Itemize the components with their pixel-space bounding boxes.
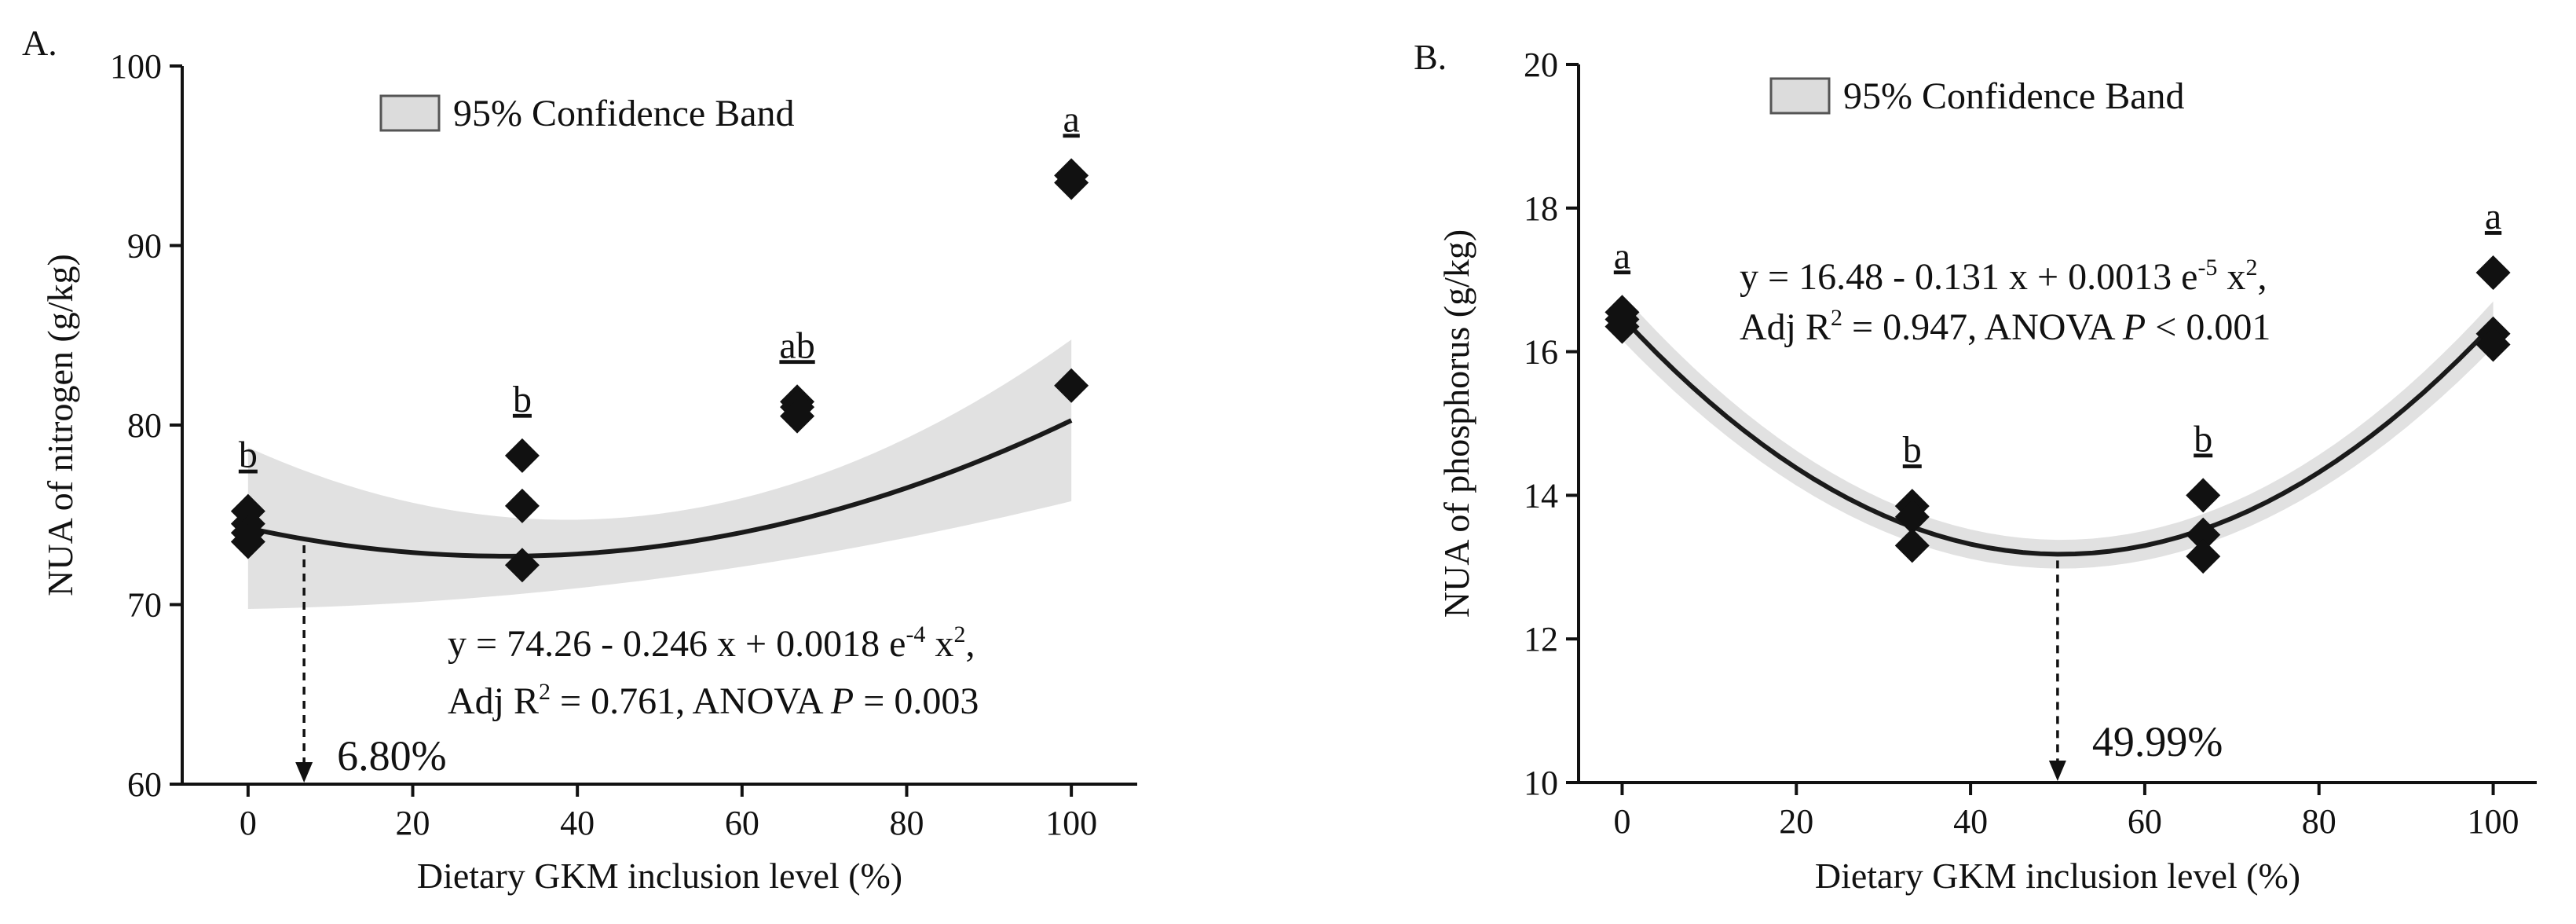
x-axis-title: Dietary GKM inclusion level (%): [1815, 856, 2300, 896]
equation-square: 2: [953, 622, 965, 647]
x-tick-label: 100: [2468, 802, 2519, 841]
legend-label: 95% Confidence Band: [453, 93, 795, 134]
x-tick-label: 40: [560, 804, 595, 842]
y-tick-label: 20: [1524, 46, 1558, 84]
y-axis-title: NUA of phosphorus (g/kg): [1436, 229, 1476, 618]
significance-letter: b: [239, 434, 258, 476]
significance-letter: b: [513, 379, 532, 420]
significance-letter: a: [1063, 98, 1079, 140]
equation-comma: ,: [2257, 256, 2267, 298]
equation-x: x: [2217, 256, 2245, 298]
panel-a: A. 60 70 80 90 100 0 20 40 60 80 100 Dietary GKM inc…: [22, 23, 1137, 896]
adj-r-value: = 0.761, ANOVA: [551, 680, 831, 722]
fitted-curve: [1620, 315, 2495, 557]
equation-line-2: Adj R2 = 0.947, ANOVA P < 0.001: [1740, 305, 2270, 348]
y-tick-label: 12: [1524, 620, 1558, 658]
legend-swatch: [379, 94, 441, 132]
r-squared-sup: 2: [1831, 305, 1842, 331]
significance-letter: a: [2485, 196, 2501, 237]
p-label: P: [2122, 306, 2146, 348]
data-point: [504, 438, 540, 473]
data-point: [2186, 539, 2221, 574]
x-axis-title: Dietary GKM inclusion level (%): [417, 856, 902, 896]
data-point: [2475, 255, 2511, 291]
y-tick-label: 60: [127, 765, 162, 804]
significance-letter: b: [1903, 429, 1922, 471]
panel-label: A.: [22, 23, 57, 63]
data-point: [1054, 165, 1089, 200]
data-point: [230, 524, 265, 559]
r-squared-sup: 2: [539, 679, 551, 705]
p-value: = 0.003: [854, 680, 979, 722]
optimum-arrowhead: [2048, 761, 2066, 781]
equation-square: 2: [2245, 255, 2257, 280]
data-point: [1605, 309, 1640, 344]
x-tick-label: 80: [2302, 802, 2336, 841]
optimum-label: 49.99%: [2092, 718, 2223, 765]
x-tick-label: 60: [2128, 802, 2162, 841]
optimum-label: 6.80%: [337, 732, 446, 779]
data-point: [1894, 528, 1930, 563]
y-tick-label: 14: [1524, 476, 1558, 515]
p-value: < 0.001: [2146, 306, 2270, 348]
significance-letter: a: [1614, 235, 1630, 277]
adj-r-value: = 0.947, ANOVA: [1842, 306, 2123, 348]
data-point: [780, 398, 815, 434]
x-tick-label: 100: [1045, 804, 1097, 842]
x-tick-label: 20: [396, 804, 430, 842]
equation-comma: ,: [965, 623, 975, 665]
equation-exponent: -4: [906, 622, 925, 647]
x-tick-label: 60: [725, 804, 759, 842]
adj-r-label: Adj R: [448, 680, 539, 722]
data-point: [1054, 368, 1089, 403]
y-tick-label: 70: [127, 586, 162, 625]
adj-r-label: Adj R: [1740, 306, 1831, 348]
y-tick-label: 100: [110, 47, 162, 86]
legend-swatch: [1769, 77, 1831, 115]
p-label: P: [830, 680, 854, 722]
equation-line-1: y = 74.26 - 0.246 x + 0.0018 e-4 x2,: [448, 622, 975, 665]
y-tick-label: 18: [1524, 189, 1558, 228]
x-tick-label: 0: [240, 804, 257, 842]
legend-label: 95% Confidence Band: [1843, 75, 2185, 117]
significance-letter: b: [2194, 418, 2212, 460]
data-point: [2475, 327, 2511, 362]
y-axis-title: NUA of nitrogen (g/kg): [40, 254, 80, 596]
panel-b: B. 10 12 14 16 18 20 0 20 40 60 80 100 Dietary GKM in…: [1414, 37, 2537, 896]
equation-x: x: [925, 623, 953, 665]
y-tick-label: 16: [1524, 333, 1558, 372]
optimum-arrowhead: [295, 762, 313, 783]
x-tick-label: 0: [1613, 802, 1630, 841]
equation-exponent: -5: [2197, 255, 2217, 280]
fitted-curve: [247, 418, 1073, 559]
x-tick-label: 40: [1953, 802, 1988, 841]
y-tick-label: 80: [127, 406, 162, 445]
data-point: [1894, 499, 1930, 534]
data-point: [2186, 517, 2221, 552]
data-point: [2186, 478, 2221, 513]
y-tick-label: 90: [127, 227, 162, 266]
data-point: [504, 488, 540, 523]
data-point: [504, 548, 540, 583]
panel-label: B.: [1414, 37, 1447, 77]
equation-line-2: Adj R2 = 0.761, ANOVA P = 0.003: [448, 679, 979, 722]
confidence-band: [247, 339, 1072, 609]
equation-main: y = 74.26 - 0.246 x + 0.0018 e: [448, 623, 906, 665]
equation-main: y = 16.48 - 0.131 x + 0.0013 e: [1740, 256, 2197, 298]
equation-line-1: y = 16.48 - 0.131 x + 0.0013 e-5 x2,: [1740, 255, 2267, 298]
x-tick-label: 20: [1779, 802, 1813, 841]
significance-letter: ab: [779, 324, 814, 366]
x-tick-label: 80: [889, 804, 924, 842]
y-tick-label: 10: [1524, 764, 1558, 802]
